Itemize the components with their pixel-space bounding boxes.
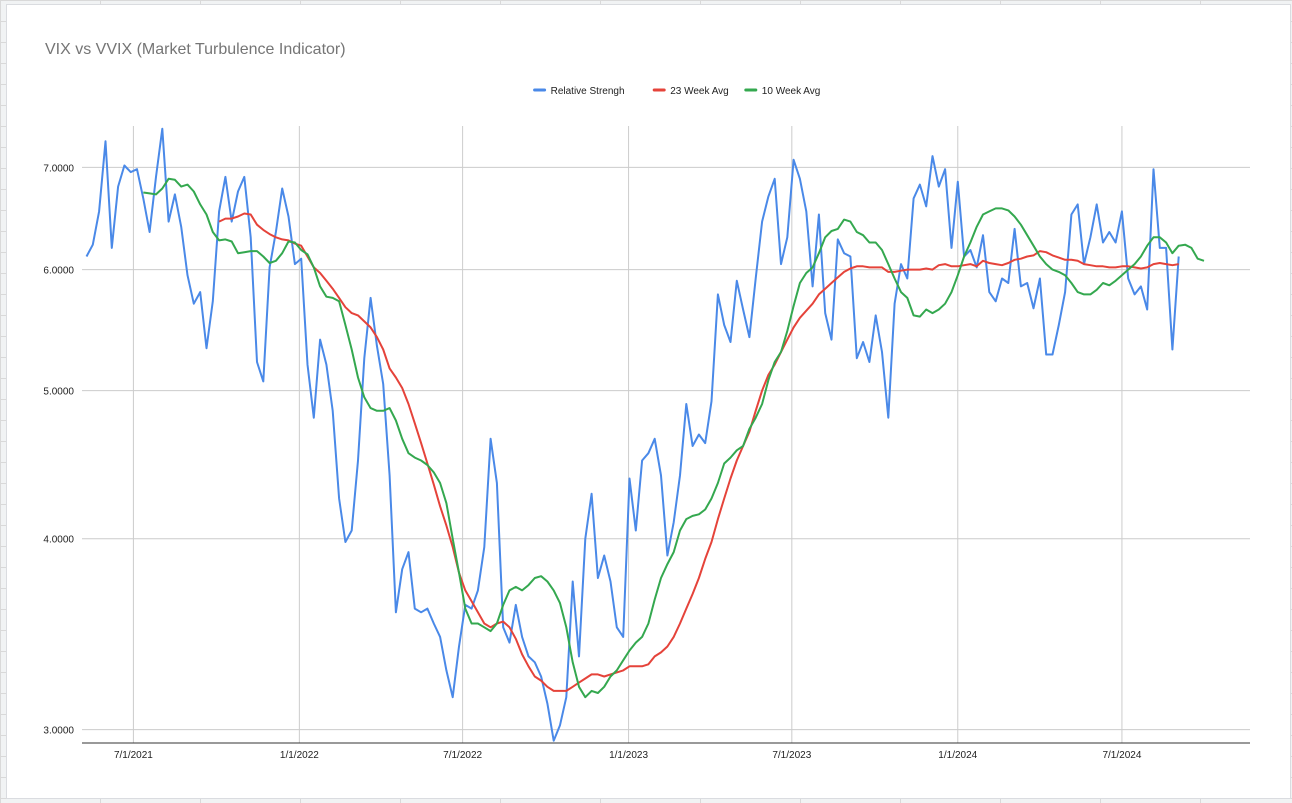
chart-card[interactable]: VIX vs VVIX (Market Turbulence Indicator… [6, 4, 1291, 799]
series-lines [85, 127, 1205, 742]
x-tick-label: 1/1/2023 [609, 750, 648, 761]
x-tick-label: 1/1/2022 [280, 750, 319, 761]
x-tick-label: 7/1/2022 [443, 750, 482, 761]
x-tick-label: 7/1/2023 [772, 750, 811, 761]
chart-title: VIX vs VVIX (Market Turbulence Indicator… [45, 41, 346, 58]
x-tick-label: 7/1/2021 [114, 750, 153, 761]
legend: Relative Strengh 23 Week Avg 10 Week Avg [533, 86, 821, 97]
axes: 3.0000 4.0000 5.0000 6.0000 7.0000 7/1/2021 1/… [43, 163, 1250, 761]
gridlines [82, 126, 1250, 743]
series-line-0[interactable] [85, 127, 1180, 742]
y-tick-label: 6.0000 [43, 266, 74, 277]
x-tick-label: 7/1/2024 [1102, 750, 1141, 761]
legend-label: 23 Week Avg [670, 86, 729, 97]
line-chart: 3.0000 4.0000 5.0000 6.0000 7.0000 7/1/2021 1/… [43, 86, 1250, 761]
y-tick-label: 3.0000 [43, 726, 74, 737]
y-tick-label: 7.0000 [43, 163, 74, 174]
x-tick-label: 1/1/2024 [938, 750, 977, 761]
y-tick-label: 5.0000 [43, 387, 74, 398]
series-line-1[interactable] [218, 212, 1179, 692]
y-tick-label: 4.0000 [43, 535, 74, 546]
legend-label: 10 Week Avg [762, 86, 821, 97]
series-line-2[interactable] [143, 177, 1205, 699]
legend-label: Relative Strengh [551, 86, 625, 97]
